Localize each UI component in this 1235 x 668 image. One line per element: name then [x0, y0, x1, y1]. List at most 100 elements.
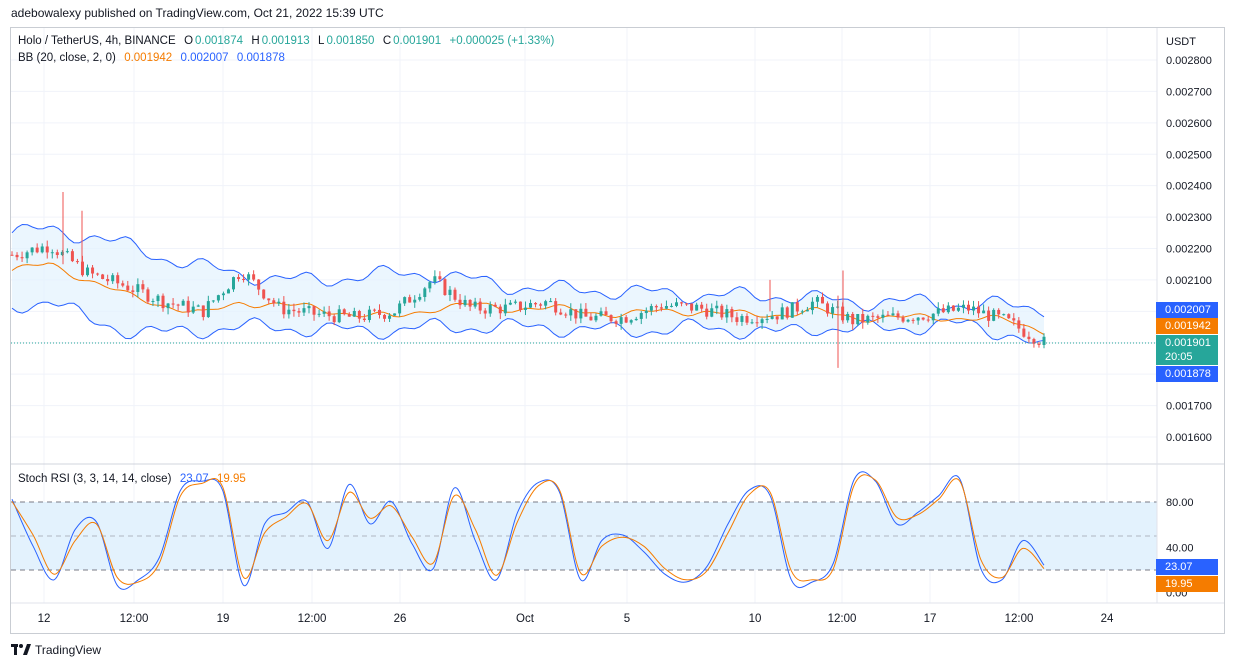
- close-value: 0.001901: [393, 35, 441, 47]
- candle-body: [423, 288, 426, 297]
- candle-body: [605, 311, 608, 315]
- candle-body: [1002, 314, 1005, 315]
- candle-body: [635, 319, 638, 320]
- candle-body: [156, 296, 159, 301]
- bb-label[interactable]: BB (20, close, 2, 0): [18, 52, 116, 64]
- candle-body: [599, 311, 602, 316]
- candle-body: [992, 310, 995, 321]
- candle-body: [891, 313, 894, 315]
- price-tick-label: 0.002400: [1166, 181, 1212, 193]
- price-tick-label: 0.002100: [1166, 275, 1212, 287]
- candle-body: [167, 304, 170, 309]
- candle-body: [86, 268, 89, 276]
- candle-body: [151, 301, 154, 302]
- candle-body: [952, 306, 955, 311]
- candle-body: [348, 314, 351, 317]
- candle-body: [262, 290, 265, 299]
- candle-body: [725, 309, 728, 317]
- candle-body: [454, 290, 457, 300]
- candle-body: [398, 303, 401, 313]
- candle-body: [297, 311, 300, 312]
- candle-body: [111, 275, 114, 281]
- bollinger-fill: [12, 224, 1044, 343]
- candle-body: [982, 311, 985, 314]
- candle-body: [91, 268, 94, 274]
- price-axis-ticks: 0.0028000.0027000.0026000.0025000.002400…: [1166, 55, 1212, 444]
- candle-body: [569, 309, 572, 315]
- candle-body: [811, 302, 814, 310]
- candle-body: [534, 303, 537, 304]
- stoch-label[interactable]: Stoch RSI (3, 3, 14, 14, close): [18, 473, 171, 485]
- candle-body: [26, 252, 29, 258]
- candle-body: [519, 302, 522, 310]
- candle-body: [343, 309, 346, 314]
- candle-body: [640, 313, 643, 319]
- candle-body: [116, 275, 119, 283]
- candle-body: [886, 315, 889, 316]
- candle-body: [418, 297, 421, 300]
- candle-body: [730, 309, 733, 317]
- candle-body: [232, 277, 235, 289]
- candle-body: [670, 306, 673, 307]
- candle-body: [574, 309, 577, 318]
- time-tick-label: 19: [217, 613, 230, 625]
- change-value: +0.000025 (+1.33%): [449, 35, 554, 47]
- stoch-d-value: 19.95: [217, 473, 246, 485]
- candle-body: [977, 307, 980, 314]
- price-tick-label: 0.002800: [1166, 55, 1212, 67]
- time-tick-label: 12:00: [120, 613, 149, 625]
- candle-body: [1043, 337, 1046, 345]
- tradingview-logo[interactable]: TradingView: [11, 643, 101, 657]
- candle-body: [141, 284, 144, 289]
- time-tick-label: 12:00: [1005, 613, 1034, 625]
- candle-body: [816, 297, 819, 302]
- candle-body: [302, 308, 305, 312]
- candle-body: [705, 309, 708, 317]
- low-value: 0.001850: [326, 35, 374, 47]
- stoch-k-tag: 23.07: [1156, 559, 1218, 575]
- candle-body: [448, 290, 451, 295]
- bb-lower-value: 0.001878: [237, 52, 285, 64]
- candle-body: [665, 306, 668, 309]
- candle-body: [131, 290, 134, 292]
- candle-body: [791, 302, 794, 318]
- candle-body: [242, 279, 245, 280]
- candle-body: [413, 300, 416, 303]
- candle-body: [76, 261, 79, 262]
- candle-body: [781, 307, 784, 319]
- time-tick-label: 12: [38, 613, 51, 625]
- last-price-tag: 0.001901 20:05: [1156, 335, 1218, 365]
- candle-body: [126, 286, 129, 291]
- candle-body: [121, 283, 124, 285]
- candle-body: [353, 311, 356, 317]
- candle-body: [897, 313, 900, 317]
- open-value: 0.001874: [195, 35, 243, 47]
- candle-body: [16, 255, 19, 257]
- candle-body: [282, 302, 285, 315]
- candle-body: [806, 310, 809, 311]
- high-value: 0.001913: [262, 35, 310, 47]
- candle-body: [710, 308, 713, 316]
- candle-body: [856, 314, 859, 324]
- candle-body: [383, 315, 386, 319]
- candle-body: [217, 295, 220, 300]
- candle-body: [695, 305, 698, 311]
- candle-body: [881, 315, 884, 318]
- legend-stoch: Stoch RSI (3, 3, 14, 14, close) 23.07 19…: [18, 473, 248, 485]
- candle-body: [464, 300, 467, 305]
- candle-body: [735, 317, 738, 322]
- candle-body: [655, 306, 658, 307]
- bar-countdown: 20:05: [1165, 350, 1218, 364]
- candle-body: [912, 320, 915, 321]
- candle-body: [831, 307, 834, 313]
- candle-body: [484, 311, 487, 314]
- candle-body: [41, 246, 44, 252]
- candle-body: [292, 310, 295, 311]
- time-tick-label: 12:00: [828, 613, 857, 625]
- candle-body: [237, 277, 240, 279]
- candle-body: [197, 305, 200, 306]
- bb-upper-tag: 0.002007: [1156, 302, 1218, 318]
- symbol-label[interactable]: Holo / TetherUS, 4h, BINANCE: [18, 35, 176, 47]
- candle-body: [1017, 320, 1020, 328]
